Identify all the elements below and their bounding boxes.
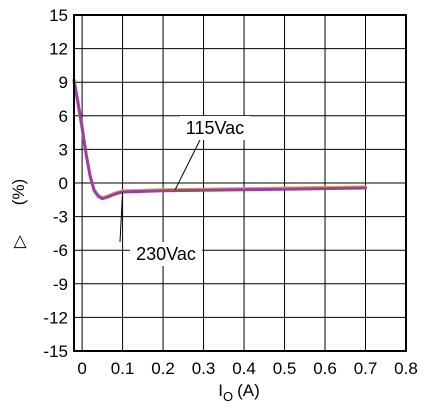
annotation-leader [174,139,201,190]
x-tick-label: 0.7 [354,359,378,378]
y-tick-label: 3 [59,140,68,159]
x-axis-label: IO (A) [218,381,260,404]
y-tick-label: -6 [53,241,68,260]
y-tick-label: -3 [53,208,68,227]
annotations: 115Vac 230Vac [119,116,250,266]
annotation-label: 115Vac [186,118,244,138]
x-tick-label: 0.8 [394,359,418,378]
y-tick-labels: 15 12 9 6 3 0 -3 -6 -9 -12 -15 [43,6,68,361]
y-tick-label: -15 [43,342,68,361]
series-line-230vac [72,78,367,201]
y-axis-label-symbol: △ [13,231,27,250]
series-layer [72,78,367,201]
plot-frame [73,14,407,352]
y-tick-label: 0 [59,174,68,193]
y-tick-label: 6 [59,107,68,126]
y-tick-label: 15 [49,6,68,25]
y-tick-label: -12 [43,308,68,327]
x-axis-label-subscript: O [223,389,233,404]
grid [74,14,407,352]
annotation-leader [119,191,124,243]
annotation-label: 230Vac [136,244,196,264]
y-axis-label-unit: (%) [9,179,28,205]
y-tick-label: -9 [53,275,68,294]
x-tick-label: 0.3 [192,359,216,378]
x-axis-label-unit: (A) [237,381,260,400]
x-tick-label: 0.6 [313,359,337,378]
x-tick-label: 0.4 [232,359,256,378]
x-tick-label: 0.2 [151,359,175,378]
x-tick-labels: 0 0.1 0.2 0.3 0.4 0.5 0.6 0.7 0.8 [77,359,417,378]
y-tick-label: 9 [59,73,68,92]
x-axis-label-main: I [218,381,223,400]
annotation-background [180,116,250,140]
x-tick-label: 0.1 [111,359,135,378]
annotation-background [130,242,202,266]
x-tick-label: 0 [77,359,86,378]
x-tick-label: 0.5 [273,359,297,378]
y-tick-label: 12 [49,40,68,59]
